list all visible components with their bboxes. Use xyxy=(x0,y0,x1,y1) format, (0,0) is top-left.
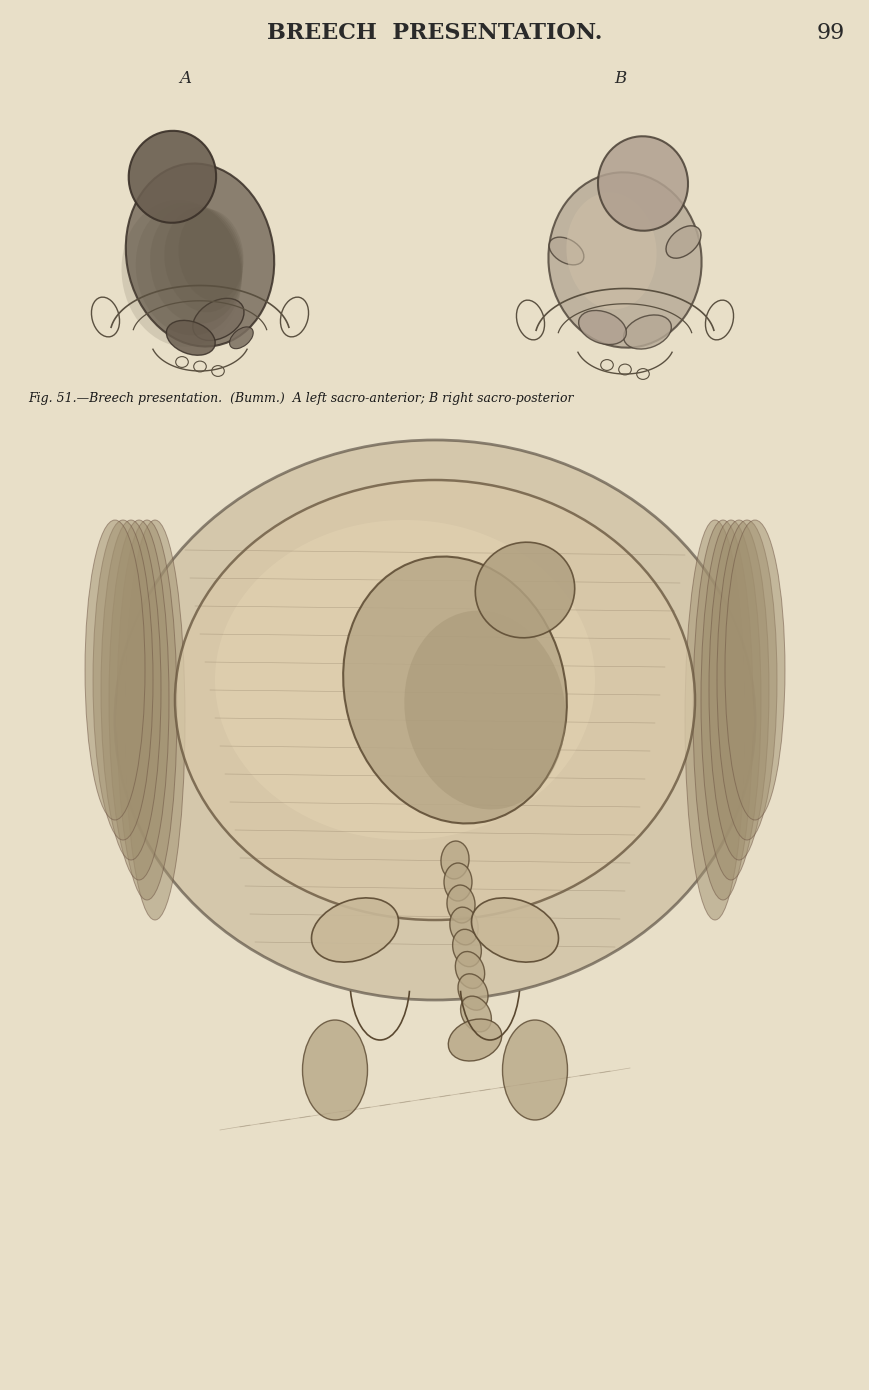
Ellipse shape xyxy=(452,930,481,966)
Ellipse shape xyxy=(449,908,478,945)
Ellipse shape xyxy=(548,238,583,265)
Ellipse shape xyxy=(684,520,744,920)
Ellipse shape xyxy=(623,316,671,349)
Ellipse shape xyxy=(116,520,176,899)
Ellipse shape xyxy=(175,480,694,920)
Ellipse shape xyxy=(149,204,242,324)
Ellipse shape xyxy=(126,164,274,346)
Ellipse shape xyxy=(566,193,656,310)
Ellipse shape xyxy=(122,200,242,346)
Ellipse shape xyxy=(404,610,565,809)
Ellipse shape xyxy=(441,841,468,878)
Ellipse shape xyxy=(125,520,185,920)
Ellipse shape xyxy=(101,520,161,860)
Ellipse shape xyxy=(457,974,488,1011)
Ellipse shape xyxy=(136,203,242,335)
Ellipse shape xyxy=(724,520,784,820)
Ellipse shape xyxy=(448,1019,501,1061)
Ellipse shape xyxy=(716,520,776,840)
Ellipse shape xyxy=(166,320,215,356)
Ellipse shape xyxy=(115,441,754,999)
Ellipse shape xyxy=(229,327,253,349)
Ellipse shape xyxy=(93,520,153,840)
Ellipse shape xyxy=(578,310,626,345)
Text: A: A xyxy=(179,70,191,88)
Ellipse shape xyxy=(164,207,242,313)
Ellipse shape xyxy=(471,898,558,962)
Text: Fig. 51.—Breech presentation.  (Bumm.)  A left sacro-anterior; B right sacro-pos: Fig. 51.—Breech presentation. (Bumm.) A … xyxy=(28,392,573,404)
Ellipse shape xyxy=(443,863,472,901)
Ellipse shape xyxy=(193,299,243,341)
Ellipse shape xyxy=(85,520,145,820)
Ellipse shape xyxy=(178,210,243,300)
Ellipse shape xyxy=(447,885,474,923)
Text: BREECH  PRESENTATION.: BREECH PRESENTATION. xyxy=(267,22,602,44)
Ellipse shape xyxy=(708,520,768,860)
Ellipse shape xyxy=(311,898,398,962)
Ellipse shape xyxy=(502,1020,567,1120)
Ellipse shape xyxy=(700,520,760,880)
Ellipse shape xyxy=(342,556,567,823)
Ellipse shape xyxy=(454,952,484,988)
Ellipse shape xyxy=(215,520,594,840)
Ellipse shape xyxy=(693,520,753,899)
Ellipse shape xyxy=(460,997,491,1031)
Ellipse shape xyxy=(547,172,700,348)
Ellipse shape xyxy=(109,520,169,880)
Text: B: B xyxy=(614,70,626,88)
Ellipse shape xyxy=(129,131,216,222)
Ellipse shape xyxy=(666,225,700,259)
Ellipse shape xyxy=(302,1020,367,1120)
Ellipse shape xyxy=(597,136,687,231)
Ellipse shape xyxy=(474,542,574,638)
Text: 99: 99 xyxy=(816,22,844,44)
